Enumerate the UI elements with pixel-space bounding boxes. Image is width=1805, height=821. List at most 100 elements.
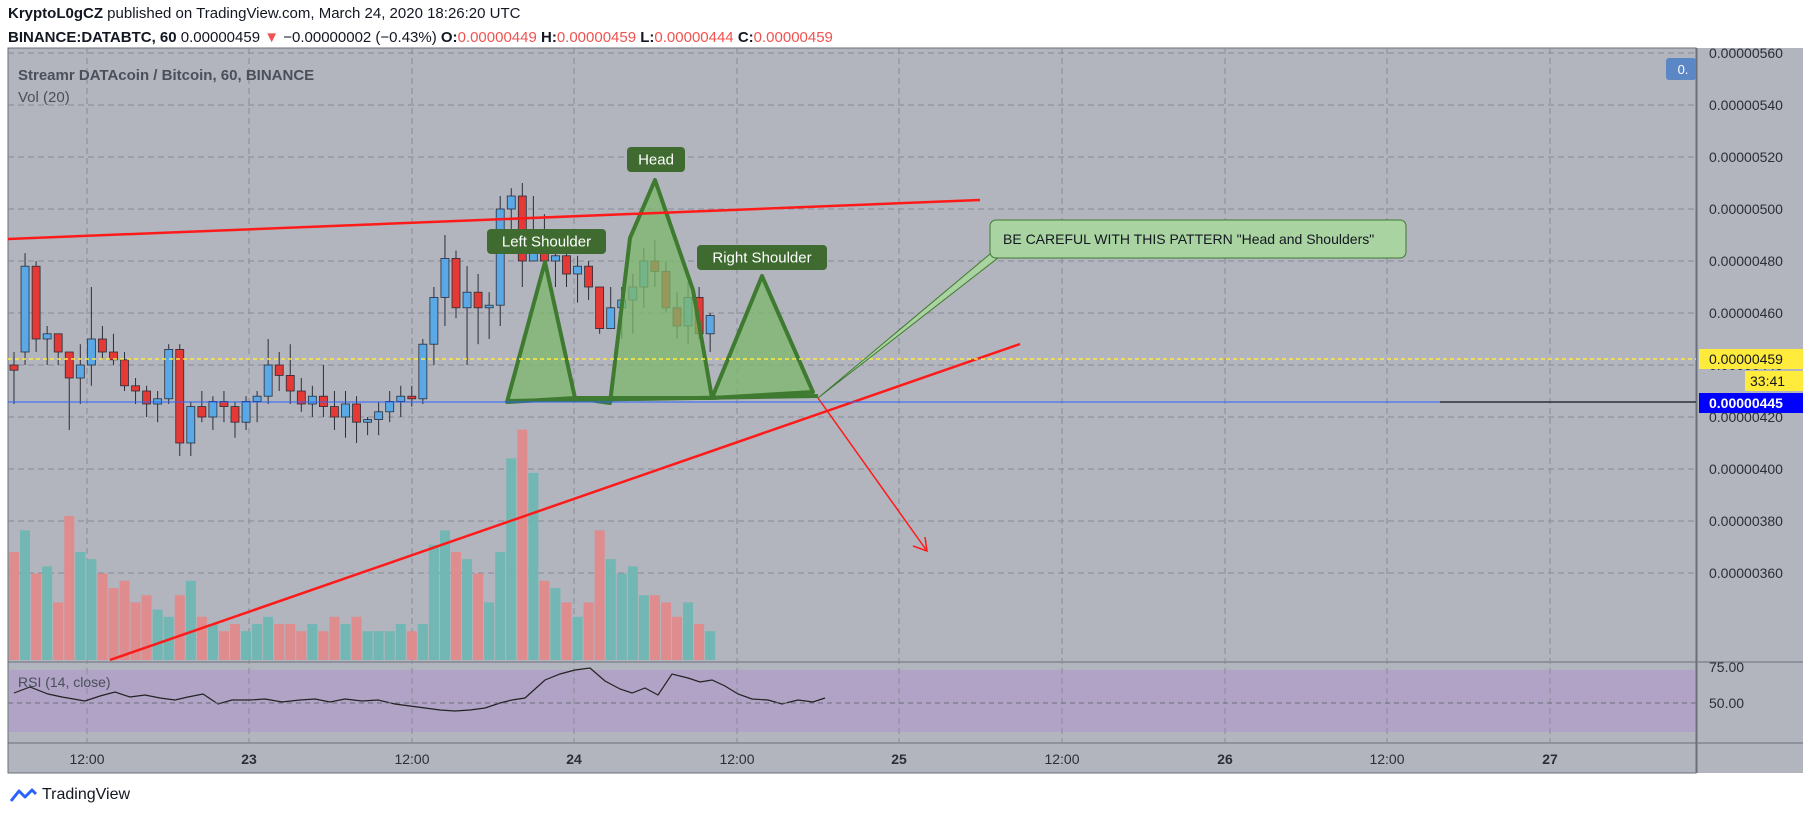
volume-bar bbox=[462, 559, 473, 660]
candle-body[interactable] bbox=[341, 403, 350, 418]
callout-text: BE CAREFUL WITH THIS PATTERN "Head and S… bbox=[1003, 231, 1374, 247]
candle-body[interactable] bbox=[120, 359, 129, 387]
price-chart[interactable]: 0.00000560 0.00000540 0.00000520 0.00000500… bbox=[0, 0, 1805, 780]
candle-body[interactable] bbox=[495, 208, 505, 306]
candle-body[interactable] bbox=[274, 364, 284, 376]
volume-bar bbox=[638, 595, 649, 660]
volume-title[interactable]: Vol (20) bbox=[18, 89, 70, 106]
price-tick-label: 0.00000400 bbox=[1709, 461, 1783, 477]
candle-body[interactable] bbox=[86, 338, 96, 366]
candle-body[interactable] bbox=[186, 406, 196, 444]
last-price-tag bbox=[1699, 349, 1803, 369]
right-shoulder-label[interactable]: Right Shoulder bbox=[712, 250, 811, 267]
candle-body[interactable] bbox=[252, 395, 262, 402]
support-trendline[interactable] bbox=[109, 342, 1021, 662]
volume-bar bbox=[517, 429, 528, 660]
volume-bar bbox=[185, 580, 196, 660]
candle-body[interactable] bbox=[318, 395, 328, 408]
head-label[interactable]: Head bbox=[638, 152, 674, 169]
candle-body[interactable] bbox=[64, 351, 74, 379]
crosshair-price-tag bbox=[1699, 393, 1803, 413]
time-tick-label: 12:00 bbox=[1044, 751, 1079, 767]
candle-body[interactable] bbox=[142, 390, 152, 405]
symbol-label: BINANCE:DATABTC, 60 bbox=[8, 29, 177, 46]
projection-arrow[interactable] bbox=[817, 397, 928, 552]
volume-bar bbox=[174, 595, 185, 660]
volume-bar bbox=[108, 588, 119, 660]
candle-body[interactable] bbox=[352, 403, 361, 423]
neckline-base[interactable] bbox=[506, 394, 819, 403]
candle-body[interactable] bbox=[9, 364, 19, 371]
candle-body[interactable] bbox=[551, 255, 560, 262]
candle-body[interactable] bbox=[473, 291, 483, 309]
candle-body[interactable] bbox=[263, 364, 273, 397]
candle-body[interactable] bbox=[208, 400, 218, 418]
candle-body[interactable] bbox=[75, 364, 85, 379]
callout-box[interactable] bbox=[989, 219, 1407, 259]
candle-body[interactable] bbox=[418, 343, 428, 400]
candle-body[interactable] bbox=[396, 395, 406, 402]
candle-body[interactable] bbox=[296, 390, 306, 405]
candle-body[interactable] bbox=[462, 291, 472, 309]
candle-body[interactable] bbox=[131, 385, 140, 392]
candle-body[interactable] bbox=[440, 257, 450, 298]
candle-body[interactable] bbox=[153, 398, 163, 405]
volume-bar bbox=[605, 559, 616, 660]
corner-badge[interactable] bbox=[1666, 58, 1696, 80]
candle-body[interactable] bbox=[219, 400, 229, 407]
candle-body[interactable] bbox=[109, 351, 118, 361]
series-title[interactable]: Streamr DATAcoin / Bitcoin, 60, BINANCE bbox=[18, 67, 315, 84]
volume-bar bbox=[616, 573, 627, 660]
rsi-line[interactable] bbox=[13, 667, 826, 712]
volume-bar bbox=[218, 631, 229, 660]
candle-body[interactable] bbox=[164, 348, 174, 400]
candle-body[interactable] bbox=[285, 374, 295, 392]
candle-body[interactable] bbox=[31, 265, 41, 340]
time-tick-label: 12:00 bbox=[1369, 751, 1404, 767]
candle-body[interactable] bbox=[230, 406, 240, 423]
tradingview-logo[interactable]: TradingView bbox=[8, 786, 130, 804]
candle-body[interactable] bbox=[241, 400, 251, 423]
candle-body[interactable] bbox=[307, 395, 317, 405]
volume-bar bbox=[672, 616, 682, 660]
volume-bar bbox=[119, 580, 130, 660]
candle-body[interactable] bbox=[175, 348, 185, 444]
volume-bar bbox=[318, 631, 329, 660]
rsi-tick-label: 75.00 bbox=[1709, 659, 1744, 675]
candle-body[interactable] bbox=[484, 304, 494, 309]
candle-body[interactable] bbox=[573, 265, 582, 275]
candle-body[interactable] bbox=[451, 257, 461, 309]
volume-bar bbox=[141, 595, 152, 660]
author-name[interactable]: KryptoL0gCZ bbox=[8, 5, 103, 22]
candle-body[interactable] bbox=[407, 395, 417, 400]
price-tick-label: 0.00000360 bbox=[1709, 565, 1783, 581]
candle-body[interactable] bbox=[374, 411, 384, 420]
volume-bar bbox=[196, 616, 207, 660]
volume-bar bbox=[583, 602, 594, 660]
brand-name: TradingView bbox=[42, 786, 131, 803]
candle-body[interactable] bbox=[584, 265, 593, 288]
corner-badge-text: 0. bbox=[1678, 62, 1689, 77]
rsi-title[interactable]: RSI (14, close) bbox=[18, 674, 111, 690]
candle-body[interactable] bbox=[330, 406, 339, 418]
candle-body[interactable] bbox=[385, 400, 395, 413]
candle-body[interactable] bbox=[20, 265, 30, 353]
candle-body[interactable] bbox=[606, 307, 616, 329]
left-shoulder-label[interactable]: Left Shoulder bbox=[502, 234, 591, 251]
candle-body[interactable] bbox=[197, 406, 207, 418]
candle-body[interactable] bbox=[705, 315, 715, 335]
candle-body[interactable] bbox=[98, 338, 107, 353]
candle-body[interactable] bbox=[595, 286, 605, 329]
candle-body[interactable] bbox=[506, 195, 516, 210]
close-label: C: bbox=[737, 29, 754, 46]
candle-body[interactable] bbox=[517, 195, 527, 262]
candle-body[interactable] bbox=[429, 296, 439, 345]
candle-body[interactable] bbox=[562, 255, 571, 275]
resistance-trendline[interactable] bbox=[7, 198, 981, 241]
candle-body[interactable] bbox=[42, 333, 52, 340]
price-tick-label: 0.00000540 bbox=[1709, 97, 1783, 113]
candle-body[interactable] bbox=[53, 333, 63, 353]
low-value: 0.00000444 bbox=[654, 29, 734, 46]
projection-arrowhead-icon bbox=[912, 536, 928, 553]
candle-body[interactable] bbox=[363, 419, 373, 423]
